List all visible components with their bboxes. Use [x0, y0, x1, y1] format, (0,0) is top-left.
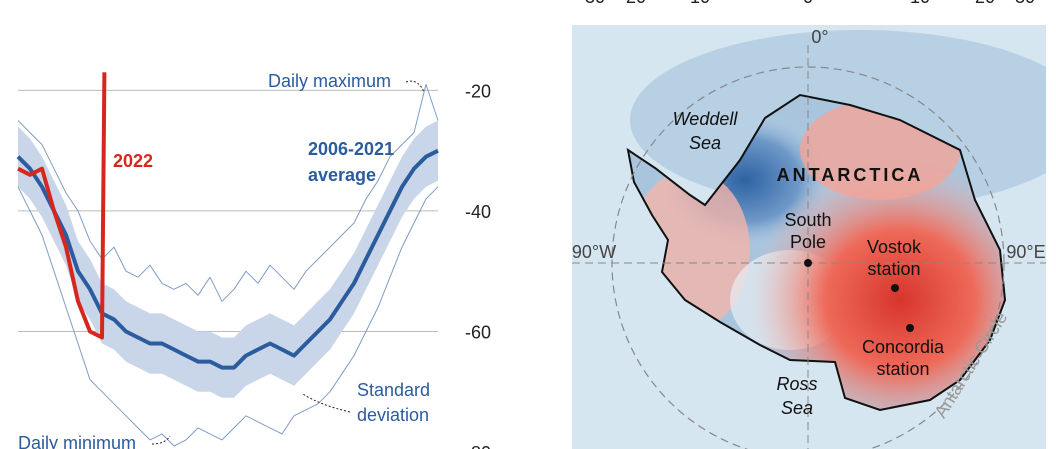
y-tick-label: -20	[465, 81, 491, 101]
label-line: 2006-2021	[308, 139, 394, 159]
map-label: 0°	[811, 27, 828, 47]
label: Daily maximum	[268, 71, 391, 91]
label-line: 2022	[113, 151, 153, 171]
series-line	[17, 72, 107, 340]
map-label: 90°E	[1006, 242, 1045, 262]
label: Concordia station	[862, 337, 945, 379]
scale-tick-label: 0	[803, 0, 813, 7]
label-line: Standard	[357, 380, 430, 400]
std-band	[18, 120, 438, 398]
vostok-dot	[891, 284, 899, 292]
leader	[302, 393, 351, 413]
leader	[405, 80, 425, 93]
map-label: 90°W	[572, 242, 616, 262]
concordia-dot	[906, 324, 914, 332]
scale-tick-label: 30	[1015, 0, 1035, 7]
label: South Pole	[784, 210, 831, 252]
label-line: Sea	[689, 133, 721, 153]
series-line	[17, 83, 439, 302]
label: 2022	[113, 151, 153, 171]
label-line: Ross	[776, 374, 817, 394]
label-line: Weddell	[673, 109, 739, 129]
label: Weddell Sea	[673, 109, 739, 153]
map-label: ANTARCTICA	[777, 165, 924, 185]
pole-dot	[804, 259, 812, 267]
scale-tick-label: -10	[684, 0, 710, 7]
series-line	[16, 148, 439, 370]
label-line: Daily maximum	[268, 71, 391, 91]
scale-tick-label: -30	[579, 0, 605, 7]
label-line: Pole	[790, 232, 826, 252]
label-line: average	[308, 165, 376, 185]
series-line	[17, 186, 439, 447]
scale-tick-label: 20	[975, 0, 995, 7]
label-line: Concordia	[862, 337, 945, 357]
label-line: station	[867, 259, 920, 279]
label: Standard deviation	[357, 380, 430, 425]
label: Daily minimum	[18, 433, 136, 449]
leader	[151, 435, 171, 445]
map: 0° 90°W 90°E ANTARCTICA Antarctic Circle…	[572, 25, 1046, 449]
scale-tick-label: 10	[910, 0, 930, 7]
label-line: Daily minimum	[18, 433, 136, 449]
label: Ross Sea	[776, 374, 817, 418]
label: Vostok station	[867, 237, 922, 279]
y-tick-label: -80	[465, 443, 491, 449]
label-line: South	[784, 210, 831, 230]
y-tick-label: -60	[465, 322, 491, 342]
label: 2006-2021 average	[308, 139, 394, 185]
label-line: Sea	[781, 398, 813, 418]
label-line: station	[876, 359, 929, 379]
scale-tick-label: -20	[620, 0, 646, 7]
y-tick-label: -40	[465, 202, 491, 222]
label-line: deviation	[357, 405, 429, 425]
label-line: Vostok	[867, 237, 922, 257]
